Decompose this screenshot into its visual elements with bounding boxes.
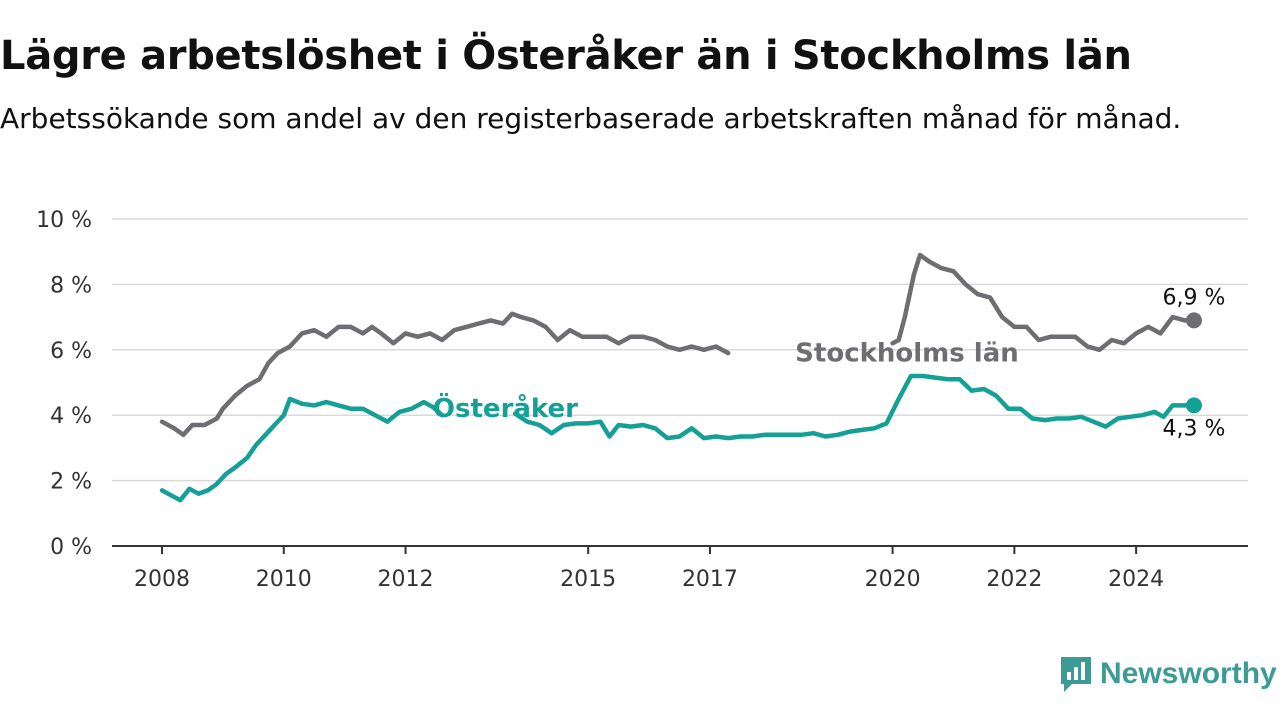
x-tick-label: 2020 <box>865 567 921 592</box>
series-line-stockholm-part1 <box>159 311 731 438</box>
y-tick-label: 6 % <box>50 339 92 364</box>
series-label-stockholm: Stockholms län <box>795 338 1019 368</box>
x-tick-label: 2017 <box>682 567 738 592</box>
x-tick-label: 2012 <box>378 567 434 592</box>
newsworthy-brand-text: Newsworthy <box>1100 657 1277 690</box>
x-axis: 2008 2010 2012 2015 2017 2020 2022 2024 <box>112 545 1248 592</box>
series-line-stockholm-part2 <box>890 252 1197 353</box>
end-point-osteraker <box>1185 397 1202 414</box>
x-tick-label: 2024 <box>1108 567 1164 592</box>
series-lines <box>159 252 1202 503</box>
y-tick-label: 2 % <box>50 470 92 495</box>
series-line-osteraker-part2 <box>512 373 1197 441</box>
chart-title: Lägre arbetslöshet i Österåker än i Stoc… <box>0 33 1132 79</box>
y-axis: 0 % 2 % 4 % 6 % 8 % 10 % <box>36 208 92 560</box>
newsworthy-logo-icon <box>1061 657 1091 692</box>
x-tick-label: 2010 <box>256 567 312 592</box>
y-tick-label: 10 % <box>36 208 92 233</box>
y-tick-label: 8 % <box>50 273 92 298</box>
newsworthy-logo[interactable]: Newsworthy <box>1058 654 1277 694</box>
chart-subtitle: Arbetssökande som andel av den registerb… <box>0 102 1182 135</box>
x-tick-label: 2015 <box>560 567 616 592</box>
y-tick-label: 4 % <box>50 404 92 429</box>
y-tick-label: 0 % <box>50 535 92 560</box>
end-value-label-osteraker: 4,3 % <box>1163 416 1226 441</box>
x-tick-label: 2022 <box>986 567 1042 592</box>
end-point-stockholm <box>1185 312 1202 329</box>
end-value-label-stockholm: 6,9 % <box>1163 285 1226 310</box>
x-tick-label: 2008 <box>134 567 190 592</box>
series-label-osteraker: Österåker <box>433 391 578 424</box>
series-line-osteraker-part1 <box>159 396 445 503</box>
series-labels: Stockholms län 6,9 % Österåker 4,3 % <box>433 285 1225 441</box>
